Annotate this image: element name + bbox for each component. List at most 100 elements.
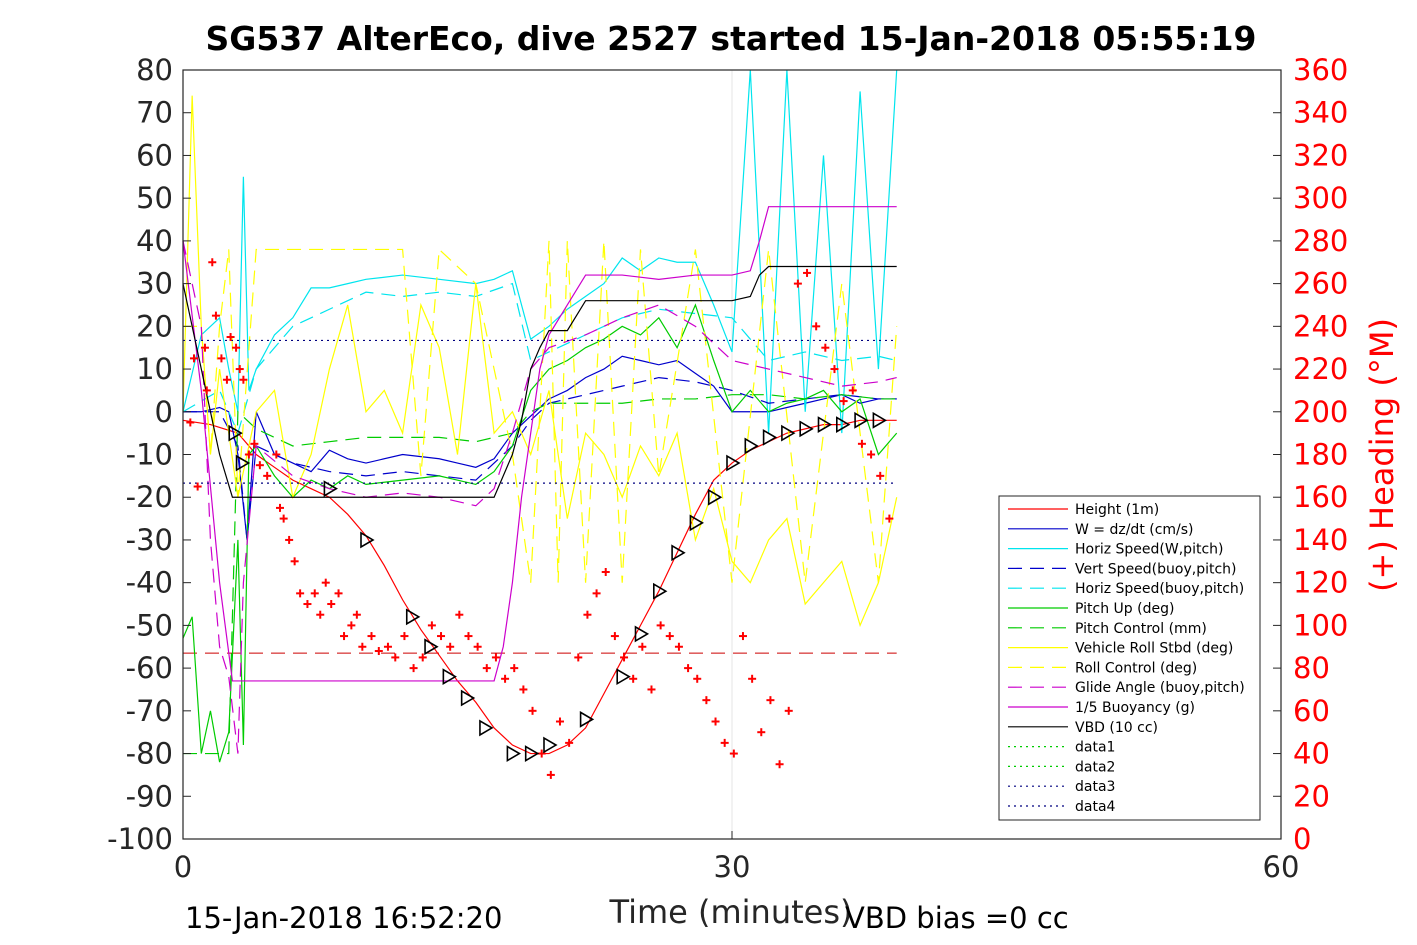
legend-label: W = dz/dt (cm/s)	[1075, 522, 1194, 538]
right-tick-label: 120	[1293, 566, 1348, 600]
series-line	[183, 240, 898, 583]
triangle-marker	[762, 429, 778, 446]
triangle-marker	[228, 424, 243, 442]
heading-point	[830, 365, 839, 374]
series-group	[182, 69, 898, 763]
heading-point	[482, 664, 491, 673]
heading-point	[647, 685, 656, 694]
heading-point	[232, 343, 241, 352]
heading-point	[272, 450, 281, 459]
left-tick-label: -70	[126, 694, 173, 728]
heading-point	[583, 610, 592, 619]
triangle-marker	[835, 416, 851, 433]
left-tick-label: 40	[136, 224, 173, 258]
left-tick-label: 20	[136, 309, 173, 343]
series-line	[182, 95, 898, 628]
heading-point	[235, 365, 244, 374]
heading-point	[202, 386, 211, 395]
heading-point	[296, 589, 305, 598]
heading-point	[358, 642, 367, 651]
left-tick-label: 0	[155, 395, 173, 429]
series-line	[182, 265, 897, 498]
heading-point	[250, 439, 259, 448]
right-tick-label: 80	[1293, 651, 1330, 685]
right-axis-label: (+) Heading (°M)	[1363, 318, 1401, 592]
triangle-marker	[616, 668, 631, 686]
right-tick-label: 280	[1293, 224, 1348, 258]
heading-point	[255, 461, 264, 470]
triangle-marker	[726, 454, 741, 472]
triangle-marker	[634, 625, 650, 643]
left-tick-label: -30	[126, 523, 173, 557]
triangle-marker	[405, 608, 421, 626]
heading-point	[839, 397, 848, 406]
heading-point	[812, 322, 821, 331]
heading-point	[279, 514, 288, 523]
heading-point	[793, 279, 802, 288]
left-tick-label: 70	[136, 96, 173, 130]
footer-timestamp: 15-Jan-2018 16:52:20	[185, 901, 502, 935]
heading-point	[473, 642, 482, 651]
left-tick-label: -100	[107, 822, 173, 856]
heading-point	[555, 717, 564, 726]
legend-items: Height (1m) W = dz/dt (cm/s) Horiz Speed(W…	[1008, 502, 1245, 815]
heading-point	[189, 354, 198, 363]
heading-point	[391, 653, 400, 662]
left-tick-label: 10	[136, 352, 173, 386]
heading-point	[519, 685, 528, 694]
legend-label: Vehicle Roll Stbd (deg)	[1075, 641, 1233, 657]
triangle-markers	[228, 411, 887, 762]
right-tick-label: 40	[1293, 737, 1330, 771]
heading-point	[574, 653, 583, 662]
left-tick-label: 30	[136, 267, 173, 301]
left-tick-label: -20	[126, 480, 173, 514]
legend-label: Vert Speed(buoy,pitch)	[1075, 561, 1237, 577]
x-axis-label: Time (minutes)	[609, 893, 853, 931]
right-tick-label: 180	[1293, 438, 1348, 472]
triangle-marker	[524, 745, 540, 762]
heading-point	[222, 375, 231, 384]
heading-point	[418, 653, 427, 662]
heading-point	[720, 738, 729, 747]
triangle-marker	[799, 420, 814, 438]
legend-label: data2	[1075, 759, 1115, 775]
heading-point	[383, 642, 392, 651]
heading-point	[208, 258, 217, 267]
heading-point	[455, 610, 464, 619]
heading-point	[784, 706, 793, 715]
x-tick-label: 0	[174, 850, 192, 884]
heading-point	[757, 728, 766, 737]
heading-point	[766, 696, 775, 705]
right-tick-label: 340	[1293, 96, 1348, 130]
heading-point	[446, 642, 455, 651]
heading-point	[848, 386, 857, 395]
heading-point	[702, 696, 711, 705]
heading-point	[693, 674, 702, 683]
right-tick-label: 360	[1293, 53, 1348, 87]
heading-point	[263, 471, 272, 480]
right-tick-label: 60	[1293, 694, 1330, 728]
triangle-marker	[671, 544, 686, 562]
heading-point	[374, 647, 383, 656]
heading-point	[427, 621, 436, 630]
left-tick-label: -60	[126, 651, 173, 685]
x-axis: 0 30 60	[174, 831, 1299, 884]
heading-point	[409, 664, 418, 673]
left-tick-label: -40	[126, 566, 173, 600]
heading-point	[290, 557, 299, 566]
series-line	[183, 394, 897, 755]
heading-point	[316, 610, 325, 619]
triangle-marker	[543, 736, 558, 754]
heading-point	[638, 642, 647, 651]
right-tick-label: 0	[1293, 822, 1311, 856]
heading-point	[821, 343, 830, 352]
left-tick-label: -10	[126, 438, 173, 472]
heading-point	[226, 333, 235, 342]
legend: Height (1m) W = dz/dt (cm/s) Horiz Speed(W…	[998, 495, 1261, 821]
heading-point	[347, 621, 356, 630]
heading-point	[674, 642, 683, 651]
triangle-marker	[479, 719, 494, 737]
triangle-marker	[323, 480, 338, 498]
triangle-marker	[744, 437, 759, 455]
heading-point	[592, 589, 601, 598]
